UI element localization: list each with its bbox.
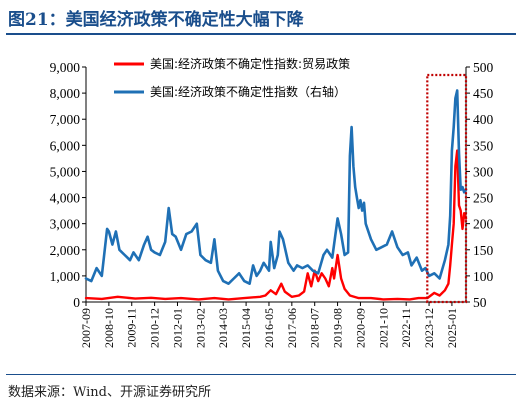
x-tick-label: 2022-11 [399, 308, 413, 348]
right-tick-label: 200 [473, 217, 494, 232]
right-tick-label: 350 [473, 138, 494, 153]
left-tick-label: 1,000 [50, 269, 81, 284]
x-tick-label: 2009-11 [125, 308, 139, 348]
x-tick-label: 2015-04 [239, 308, 253, 348]
right-tick-label: 500 [473, 60, 494, 75]
right-tick-label: 150 [473, 243, 494, 258]
x-tick-label: 2012-01 [170, 308, 184, 348]
x-tick-label: 2019-08 [331, 308, 345, 348]
left-tick-label: 9,000 [50, 60, 81, 75]
left-tick-label: 7,000 [50, 112, 81, 127]
left-tick-label: 0 [73, 295, 80, 310]
title-rule [6, 33, 516, 35]
x-tick-label: 2025-01 [445, 308, 459, 348]
left-tick-label: 8,000 [50, 86, 81, 101]
source-note: 数据来源：Wind、开源证券研究所 [8, 385, 211, 400]
line-chart: 0 1,000 2,000 3,000 4,000 5,000 6,000 7,000 8,00… [50, 56, 494, 348]
x-tick-label: 2016-05 [262, 308, 276, 348]
right-tick-label: 400 [473, 112, 494, 127]
economic-policy-uncertainty-line [84, 89, 468, 285]
right-tick-label: 250 [473, 191, 494, 206]
series-layer [84, 73, 468, 304]
legend-label-epu: 美国:经济政策不确定性指数（右轴） [150, 84, 346, 99]
left-tick-label: 3,000 [50, 217, 81, 232]
left-tick-label: 4,000 [50, 191, 81, 206]
x-tick-label: 2010-12 [148, 308, 162, 348]
right-tick-label: 100 [473, 269, 494, 284]
right-tick-label: 450 [473, 86, 494, 101]
x-tick-label: 2021-10 [376, 308, 390, 348]
x-tick-label: 2020-09 [353, 308, 367, 348]
left-tick-label: 5,000 [50, 164, 81, 179]
x-tick-label: 2013-02 [193, 308, 207, 348]
figure-title: 图21：美国经济政策不确定性大幅下降 [8, 10, 304, 30]
source-rule [6, 374, 516, 375]
right-tick-label: 300 [473, 164, 494, 179]
x-tick-label: 2007-09 [79, 308, 93, 348]
trade-policy-uncertainty-line [84, 149, 468, 301]
left-tick-label: 6,000 [50, 138, 81, 153]
x-tick-label: 2018-07 [308, 308, 322, 348]
left-tick-label: 2,000 [50, 243, 81, 258]
x-tick-label: 2008-10 [102, 308, 116, 348]
x-tick-label: 2017-06 [285, 308, 299, 348]
highlight-box [426, 73, 468, 304]
x-tick-label: 2023-12 [422, 308, 436, 348]
chart-axes: 0 1,000 2,000 3,000 4,000 5,000 6,000 7,000 8,00… [50, 60, 494, 348]
legend-label-trade-policy: 美国:经济政策不确定性指数:贸易政策 [150, 56, 350, 71]
right-tick-label: 50 [473, 295, 487, 310]
x-tick-label: 2014-03 [216, 308, 230, 348]
